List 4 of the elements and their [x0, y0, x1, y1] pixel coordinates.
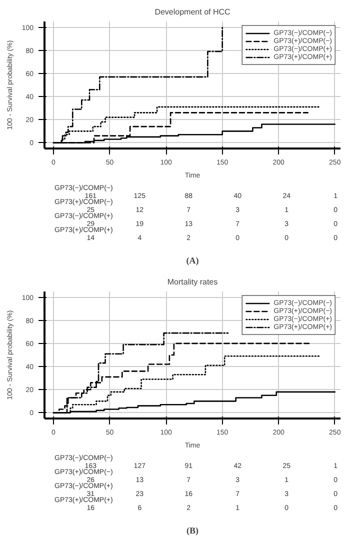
chart-title: Development of HCC — [154, 8, 231, 16]
text: (B) — [186, 526, 198, 536]
chart-title: Mortality rates — [167, 278, 218, 286]
text: (A) — [186, 256, 199, 266]
